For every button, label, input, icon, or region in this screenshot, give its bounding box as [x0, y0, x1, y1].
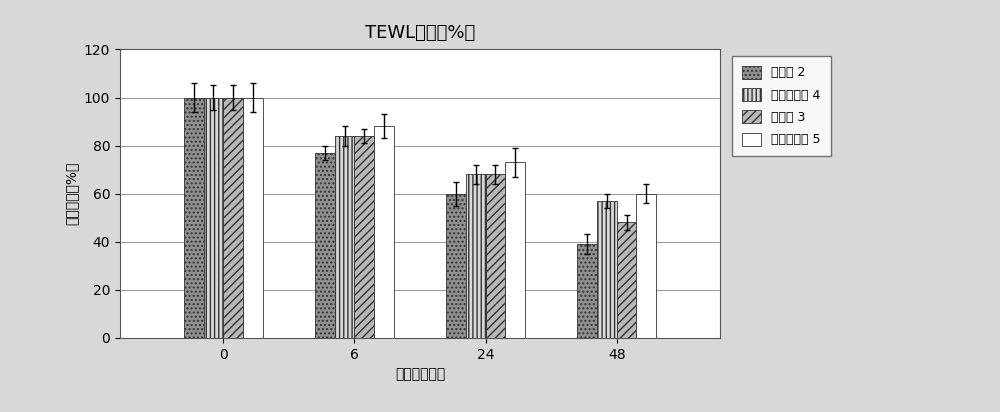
Bar — [223, 98, 243, 338]
Bar — [315, 153, 335, 338]
Bar — [335, 136, 354, 338]
Bar — [636, 194, 656, 338]
Bar — [374, 126, 394, 338]
Bar — [466, 174, 486, 338]
Bar — [354, 136, 374, 338]
Bar — [505, 162, 525, 338]
Bar — [617, 222, 636, 338]
Bar — [597, 201, 617, 338]
Legend: 实施例 2, 对比实施例 4, 实施例 3, 对比实施例 5: 实施例 2, 对比实施例 4, 实施例 3, 对比实施例 5 — [732, 56, 830, 157]
Title: TEWL改变（%）: TEWL改变（%） — [365, 24, 475, 42]
X-axis label: 时间（小时）: 时间（小时） — [395, 367, 445, 381]
Bar — [577, 244, 597, 338]
Bar — [486, 174, 505, 338]
Bar — [184, 98, 204, 338]
Bar — [204, 98, 223, 338]
Y-axis label: 蒸发的水（%）: 蒸发的水（%） — [64, 162, 78, 225]
Bar — [243, 98, 263, 338]
Bar — [446, 194, 466, 338]
